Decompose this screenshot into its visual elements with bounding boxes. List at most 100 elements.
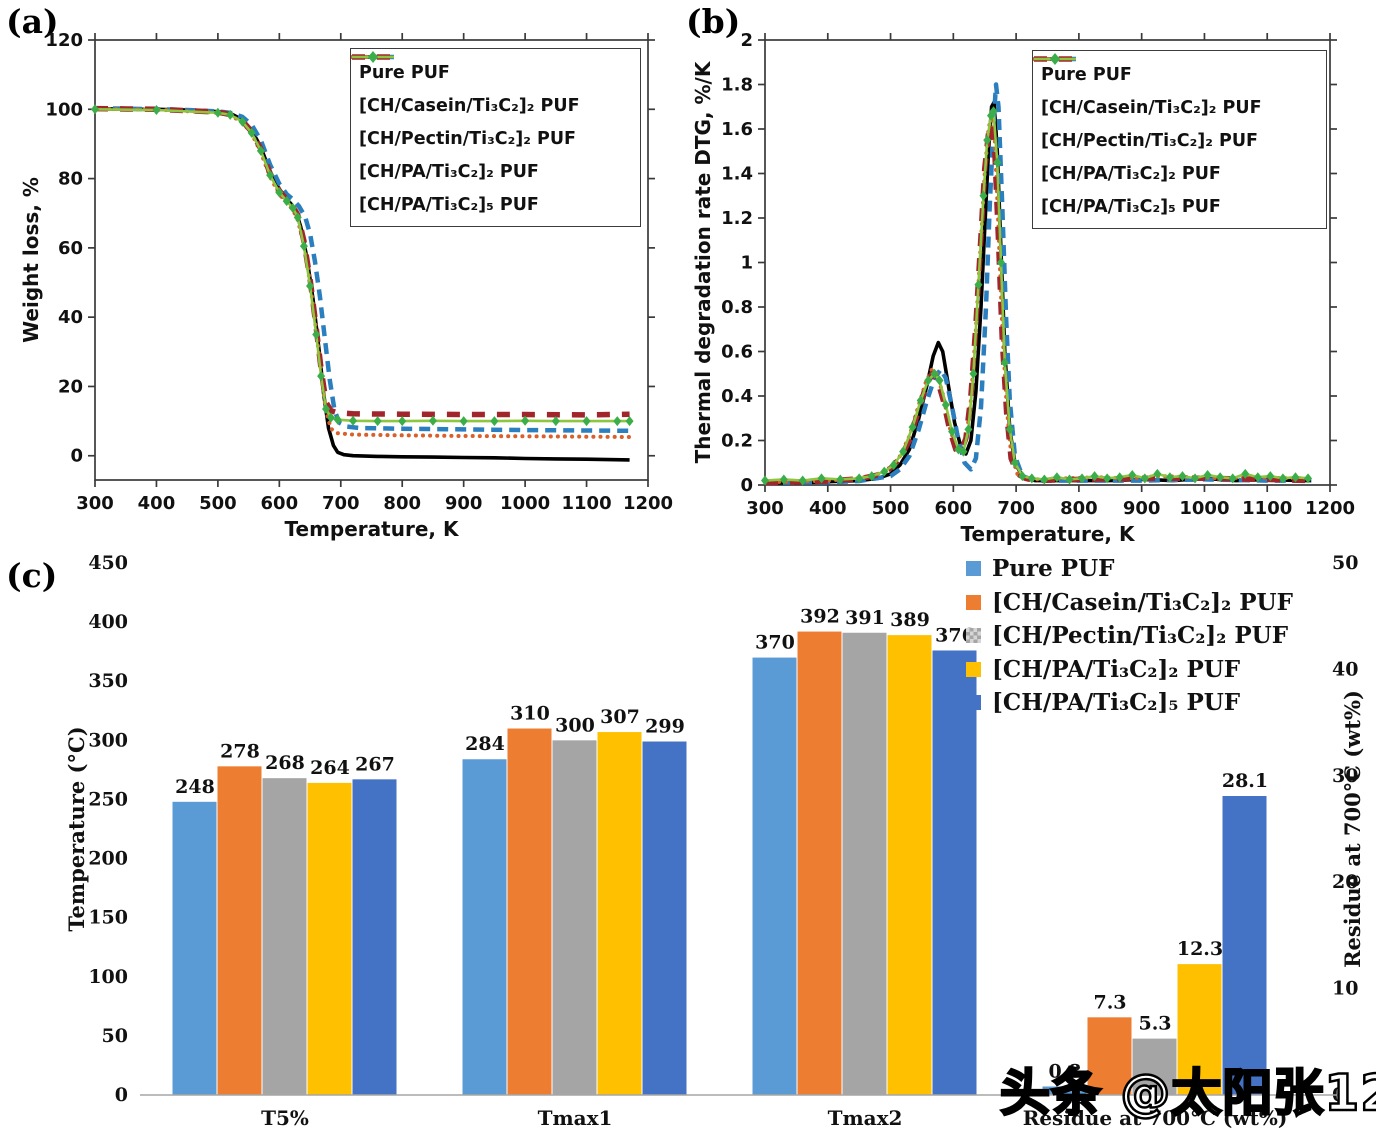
svg-text:1.4: 1.4	[721, 164, 753, 185]
svg-text:12.3: 12.3	[1177, 938, 1223, 960]
svg-text:392: 392	[800, 606, 840, 628]
legend-swatch	[966, 661, 981, 677]
legend-swatch	[966, 695, 981, 711]
legend-swatch	[966, 561, 981, 577]
legend-label: [CH/Casein/Ti₃C₂]₂ PUF	[359, 95, 580, 116]
bar-2-2	[842, 632, 887, 1095]
svg-text:28.1: 28.1	[1222, 770, 1268, 792]
legend-label: [CH/PA/Ti₃C₂]₂ PUF	[359, 161, 539, 182]
svg-text:278: 278	[220, 740, 260, 762]
svg-text:391: 391	[845, 607, 885, 629]
svg-text:7.3: 7.3	[1093, 991, 1126, 1013]
legend-label: Pure PUF	[359, 62, 450, 83]
svg-text:150: 150	[88, 907, 128, 929]
bar-3-3	[1177, 964, 1222, 1095]
svg-text:400: 400	[138, 493, 176, 514]
bar-1-3	[597, 732, 642, 1095]
svg-text:1200: 1200	[623, 493, 673, 514]
svg-text:900: 900	[1123, 498, 1161, 519]
panel-a-label: (a)	[6, 2, 59, 41]
svg-text:120: 120	[45, 30, 83, 51]
legend-line-sample	[1034, 53, 1076, 65]
svg-text:10: 10	[1332, 978, 1358, 1000]
svg-text:700: 700	[997, 498, 1035, 519]
svg-text:350: 350	[88, 670, 128, 692]
svg-text:250: 250	[88, 788, 128, 810]
legend-label: [CH/PA/Ti₃C₂]₂ PUF	[1041, 163, 1221, 184]
svg-text:0: 0	[740, 475, 753, 496]
bar-2-1	[797, 631, 842, 1095]
svg-text:370: 370	[755, 632, 795, 654]
bar-0-1	[217, 766, 262, 1095]
svg-text:300: 300	[746, 498, 784, 519]
legend-swatch	[966, 628, 981, 644]
svg-text:389: 389	[890, 609, 930, 631]
legend-line-sample	[352, 51, 394, 63]
bar-0-0	[172, 801, 217, 1095]
legend-item-0: Pure PUF	[1034, 57, 1318, 91]
svg-text:300: 300	[88, 729, 128, 751]
svg-text:900: 900	[445, 493, 483, 514]
svg-text:0.8: 0.8	[721, 297, 753, 318]
svg-text:310: 310	[510, 703, 550, 725]
legend-item-1: [CH/Casein/Ti₃C₂]₂ PUF	[966, 586, 1293, 620]
legend-label: [CH/Pectin/Ti₃C₂]₂ PUF	[992, 622, 1289, 650]
svg-text:1.6: 1.6	[721, 119, 753, 140]
svg-text:0.4: 0.4	[721, 386, 753, 407]
legend-label: Pure PUF	[992, 555, 1115, 583]
legend-item-0: Pure PUF	[352, 55, 632, 89]
legend-item-1: [CH/Casein/Ti₃C₂]₂ PUF	[1034, 56, 1318, 124]
svg-text:300: 300	[76, 493, 114, 514]
svg-text:Residue at 700°C (wt%): Residue at 700°C (wt%)	[1023, 1106, 1288, 1130]
svg-text:700: 700	[322, 493, 360, 514]
svg-text:50: 50	[102, 1025, 128, 1047]
svg-text:Weight loss, %: Weight loss, %	[19, 177, 43, 343]
svg-text:800: 800	[1060, 498, 1098, 519]
panel-b-legend: Pure PUF [CH/Casein/Ti₃C₂]₂ PUF [CH/Pectin…	[1032, 50, 1327, 229]
bar-3-1	[1087, 1017, 1132, 1095]
legend-label: Pure PUF	[1041, 64, 1132, 85]
legend-swatch	[966, 594, 981, 610]
svg-text:0: 0	[115, 1084, 128, 1106]
svg-text:284: 284	[465, 733, 505, 755]
svg-text:248: 248	[175, 776, 215, 798]
panel-b-label: (b)	[686, 2, 741, 41]
legend-item-2: [CH/Pectin/Ti₃C₂]₂ PUF	[1033, 57, 1318, 157]
legend-item-0: Pure PUF	[966, 552, 1293, 586]
svg-text:200: 200	[88, 848, 128, 870]
svg-text:1100: 1100	[562, 493, 612, 514]
svg-text:Thermal degradation rate DTG,: Thermal degradation rate DTG, %/K	[691, 60, 715, 463]
svg-text:400: 400	[88, 611, 128, 633]
bar-1-0	[462, 759, 507, 1095]
svg-text:0.2: 0.2	[721, 431, 753, 452]
svg-text:40: 40	[1332, 658, 1358, 680]
svg-text:1.2: 1.2	[721, 208, 753, 229]
svg-text:Tmax2: Tmax2	[828, 1106, 903, 1130]
legend-label: [CH/Pectin/Ti₃C₂]₂ PUF	[1041, 130, 1259, 151]
svg-text:400: 400	[809, 498, 847, 519]
legend-item-3: [CH/PA/Ti₃C₂]₂ PUF	[352, 54, 632, 188]
watermark: 头条 @太阳张12035	[999, 1063, 1376, 1124]
svg-text:100: 100	[45, 99, 83, 120]
svg-text:40: 40	[58, 307, 83, 328]
svg-text:1.8: 1.8	[721, 75, 753, 96]
svg-text:376: 376	[935, 624, 975, 646]
svg-text:0: 0	[70, 446, 83, 467]
svg-text:30: 30	[1332, 765, 1358, 787]
legend-item-1: [CH/Casein/Ti₃C₂]₂ PUF	[352, 54, 632, 122]
svg-text:1100: 1100	[1242, 498, 1292, 519]
bar-3-4	[1222, 796, 1267, 1095]
bar-3-0	[1042, 1086, 1087, 1095]
bar-summary-chart: 05010015020025030035040045001020304050Te…	[64, 552, 1365, 1130]
svg-text:20: 20	[1332, 871, 1358, 893]
bar-0-4	[352, 779, 397, 1095]
svg-text:800: 800	[383, 493, 421, 514]
svg-text:600: 600	[935, 498, 973, 519]
legend-label: [CH/PA/Ti₃C₂]₂ PUF	[992, 655, 1241, 683]
svg-text:1: 1	[740, 253, 753, 274]
legend-label: [CH/Pectin/Ti₃C₂]₂ PUF	[359, 128, 577, 149]
bar-0-3	[307, 782, 352, 1095]
legend-item-2: [CH/Pectin/Ti₃C₂]₂ PUF	[966, 619, 1293, 653]
legend-item-3: [CH/PA/Ti₃C₂]₂ PUF	[1034, 56, 1318, 190]
bar-1-4	[642, 741, 687, 1095]
